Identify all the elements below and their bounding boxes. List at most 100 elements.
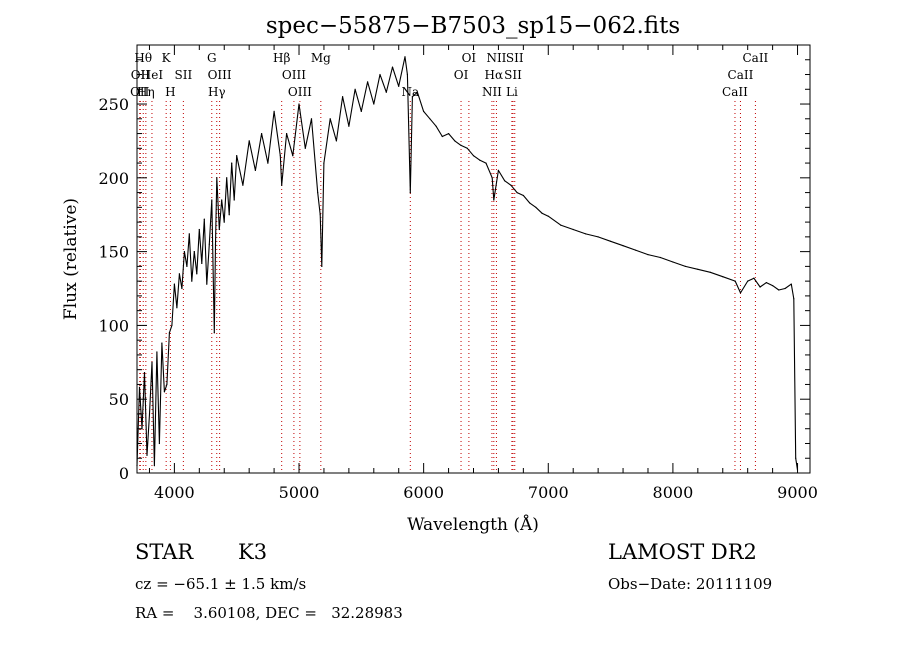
line-label: HeI [141,68,164,82]
x-tick-label: 5000 [279,483,320,502]
line-label: CaII [722,85,748,99]
line-label: OII [130,85,150,99]
spectrum-point [186,265,188,267]
spectrum-point [181,287,183,290]
spectrum-point [193,251,195,253]
spectrum-point [360,110,362,112]
spectrum-point [793,298,795,300]
spectrum-point [321,265,323,267]
spectrum-point [535,206,537,208]
spectrum-point [242,184,244,186]
line-label: G [207,51,217,65]
spectrum-point [485,162,487,164]
object-subclass: K3 [238,540,268,564]
spectrum-point [279,155,281,157]
spectrum-point [391,66,394,68]
spectrum-point [367,81,369,83]
spectrum-point [597,236,599,238]
line-label: Mg [311,51,331,65]
line-label: CaII [728,68,754,82]
spectrum-point [479,159,481,161]
spectrum-line [136,56,799,471]
spectrum-point [572,228,574,231]
spectrum-point [429,118,431,120]
spectrum-point [208,243,210,245]
spectrum-point [529,202,531,204]
object-class: STAR [135,540,194,564]
spectrum-point [281,184,283,186]
spectrum-point [201,262,203,264]
spectrum-point [136,465,138,467]
spectrum-point [143,372,146,374]
spectrum-point [153,465,155,467]
line-label: NII [482,85,502,99]
spectrum-point [522,194,525,197]
spectrum-point [759,286,761,288]
spectrum-point [398,85,400,87]
line-label: K [162,51,172,65]
line-label: OIII [282,68,306,82]
spectrum-point [497,169,499,171]
spectrum-point [454,140,456,142]
spectrum-point [634,249,637,251]
line-label: CaII [742,51,768,65]
spectrum-point [223,221,225,223]
spectrum-point [233,199,235,201]
spectrum-point [158,442,160,445]
spectrum-point [747,280,749,282]
line-label: Na [401,85,419,99]
spectrum-point [373,103,375,105]
spectrum-point [560,224,562,226]
chart-title: spec−55875−B7503_sp15−062.fits [266,13,680,39]
spectrum-point [248,140,250,142]
spectrum-point [206,283,208,285]
spectrum-point [196,273,198,275]
y-tick-label: 250 [98,95,129,114]
spectrum-point [198,228,200,231]
spectrum-point [214,243,217,245]
spectrum-point [354,88,356,90]
spectrum-point [188,233,190,235]
spectrum-point [138,386,141,388]
line-label: Hθ [134,51,152,65]
spectrum-point [261,133,263,135]
spectrum-point [409,192,411,194]
spectrum-point [342,96,344,98]
spectrum-point [722,276,724,278]
x-tick-label: 9000 [777,483,818,502]
spectrum-point [795,457,797,459]
x-tick-label: 6000 [403,483,444,502]
spectrum-point [585,233,587,235]
line-label: OIII [208,68,232,82]
spectrum-point [317,192,319,194]
spectrum-point [423,110,425,112]
spectrum-point [146,454,148,456]
spectrum-point [173,283,175,285]
spectrum-point [647,254,649,256]
y-tick-label: 100 [98,316,129,335]
spectrum-point [772,285,774,287]
x-axis-label: Wavelength (Å) [407,514,539,535]
spectrum-point [790,283,792,285]
line-label: OI [454,68,469,82]
obs-date-text: Obs−Date: 20111109 [608,575,773,593]
spectrum-point [319,214,321,216]
survey-name: LAMOST DR2 [608,540,757,564]
line-label: SII [506,51,524,65]
spectrum-point [348,125,350,127]
spectrum-point [191,280,193,282]
spectrum-point [298,103,300,105]
line-label: H [165,85,175,99]
spectrum-point [213,332,215,334]
coords-text: RA = 3.60108, DEC = 32.28983 [135,604,403,622]
spectrum-point [329,118,331,120]
spectrum-point [435,125,437,127]
spectrum-point [226,177,228,179]
spectrum-point [441,135,443,138]
spectrum-point [156,351,158,353]
spectrum-point [697,268,699,270]
spectrum-point [448,133,450,135]
spectrum-point [231,162,233,164]
spectrum-point [784,287,786,290]
